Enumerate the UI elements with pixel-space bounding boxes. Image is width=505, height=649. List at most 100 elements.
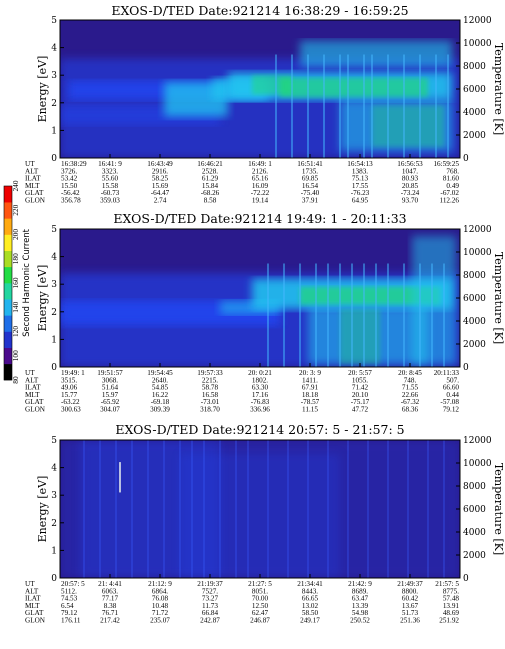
heatmap-intensity-region (340, 309, 380, 365)
row-label-mlt: MLT (25, 182, 40, 190)
y2-tick-label: 10000 (463, 248, 492, 258)
y-tick-label: 1 (51, 335, 57, 345)
y2-axis-label: Temperature [K] (492, 252, 505, 344)
y2-tick-label: 8000 (463, 271, 486, 281)
orbit-value: 309.39 (150, 406, 170, 414)
orbit-value: 249.17 (300, 617, 320, 625)
row-label-ut: UT (25, 580, 35, 588)
y2-tick-label: 12000 (463, 436, 492, 446)
orbit-value: 74.53 (61, 595, 78, 603)
orbit-value: -67.32 (401, 398, 420, 406)
orbit-value: 58.25 (152, 175, 169, 183)
orbit-value: 251.92 (439, 617, 459, 625)
orbit-value: 21: 4:41 (98, 580, 122, 588)
heatmap-area (60, 20, 460, 158)
orbit-value: 507. (446, 376, 459, 384)
orbit-value: 75.13 (352, 175, 369, 183)
y2-tick-label: 2000 (463, 340, 486, 350)
y2-tick-label: 10000 (463, 459, 492, 469)
y2-tick-label: 8000 (463, 62, 486, 72)
colorbar-tick-label: 100 (11, 350, 20, 361)
orbit-value: 80.93 (402, 175, 419, 183)
orbit-value: 19:57:33 (197, 369, 223, 377)
orbit-value: 63.47 (352, 595, 369, 603)
y-tick-label: 3 (51, 491, 57, 501)
y2-tick-label: 6000 (463, 85, 486, 95)
orbit-value: 318.70 (200, 406, 220, 414)
y2-tick-label: 4000 (463, 317, 486, 327)
panel-title: EXOS-D/TED Date:921214 16:38:29 - 16:59:… (111, 3, 408, 18)
colorbar-segment (4, 331, 12, 348)
orbit-value: 16:54:13 (347, 160, 373, 168)
orbit-value: 47.72 (352, 406, 369, 414)
orbit-value: 48.69 (443, 609, 460, 617)
spectrogram-panel-1: EXOS-D/TED Date:921214 16:38:29 - 16:59:… (25, 3, 505, 205)
orbit-value: 16:43:49 (147, 160, 173, 168)
orbit-value: 49.06 (61, 384, 78, 392)
row-label-ilat: ILAT (25, 384, 41, 392)
orbit-value: 5112. (61, 587, 77, 595)
heatmap-intensity-region (180, 453, 340, 578)
y-tick-label: 5 (51, 225, 57, 235)
orbit-value: 60.42 (402, 595, 419, 603)
row-label-alt: ALT (25, 587, 39, 595)
spectrogram-panel-2: EXOS-D/TED Date:921214 19:49: 1 - 20:11:… (25, 211, 505, 414)
orbit-value: 16.22 (152, 391, 169, 399)
orbit-value: 748. (404, 376, 417, 384)
orbit-value: 6.54 (61, 602, 74, 610)
orbit-value: 13.91 (443, 602, 460, 610)
orbit-value: 71.72 (152, 609, 169, 617)
orbit-value: 64.95 (352, 197, 369, 205)
orbit-value: 69.85 (302, 175, 319, 183)
y-tick-label: 3 (51, 71, 57, 81)
row-label-mlt: MLT (25, 602, 40, 610)
orbit-value: 13.02 (302, 602, 319, 610)
orbit-value: 79.12 (61, 609, 78, 617)
y2-tick-label: 0 (463, 363, 469, 373)
row-label-glat: GLAT (25, 398, 44, 406)
orbit-value: 21:19:37 (197, 580, 223, 588)
orbit-value: 15.97 (102, 391, 119, 399)
orbit-value: 16:38:29 (61, 160, 87, 168)
orbit-value: 8800. (402, 587, 418, 595)
orbit-value: 19:51:57 (97, 369, 123, 377)
row-label-ut: UT (25, 160, 35, 168)
y2-tick-label: 12000 (463, 225, 492, 235)
orbit-value: 6063. (102, 587, 118, 595)
colorbar-tick-label: 140 (11, 301, 20, 312)
y-tick-label: 2 (51, 308, 57, 318)
orbit-value: 66.84 (202, 609, 219, 617)
orbit-value: 15.77 (61, 391, 78, 399)
colorbar-tick-label: 180 (11, 253, 20, 264)
panel-title: EXOS-D/TED Date:921214 19:49: 1 - 20:11:… (113, 211, 406, 226)
orbit-value: 16:41: 9 (98, 160, 122, 168)
orbit-value: 16:49: 1 (248, 160, 272, 168)
orbit-value: 16:56:53 (397, 160, 423, 168)
orbit-value: 19.14 (252, 197, 269, 205)
orbit-value: -67.02 (440, 189, 459, 197)
orbit-value: 1383. (352, 167, 368, 175)
y2-tick-label: 6000 (463, 505, 486, 515)
orbit-value: -72.22 (251, 189, 270, 197)
orbit-value: -63.22 (61, 398, 80, 406)
orbit-value: 16:51:41 (297, 160, 323, 168)
y2-tick-label: 8000 (463, 482, 486, 492)
heatmap-intensity-region (280, 77, 428, 98)
orbit-value: 55.60 (102, 175, 119, 183)
orbit-value: 356.78 (61, 197, 81, 205)
orbit-value: 13.67 (402, 602, 419, 610)
orbit-value: 176.11 (61, 617, 81, 625)
orbit-value: 63.30 (252, 384, 269, 392)
orbit-value: 15.50 (61, 182, 78, 190)
orbit-value: 20.10 (352, 391, 369, 399)
orbit-value: 8689. (352, 587, 368, 595)
orbit-value: 8.58 (204, 197, 217, 205)
orbit-value: -75.40 (301, 189, 320, 197)
orbit-value: 71.42 (352, 384, 369, 392)
orbit-value: 76.08 (152, 595, 169, 603)
row-label-glat: GLAT (25, 609, 44, 617)
orbit-value: 112.26 (440, 197, 460, 205)
row-label-ut: UT (25, 369, 35, 377)
orbit-value: 16:46:21 (197, 160, 223, 168)
orbit-value: -75.17 (351, 398, 370, 406)
